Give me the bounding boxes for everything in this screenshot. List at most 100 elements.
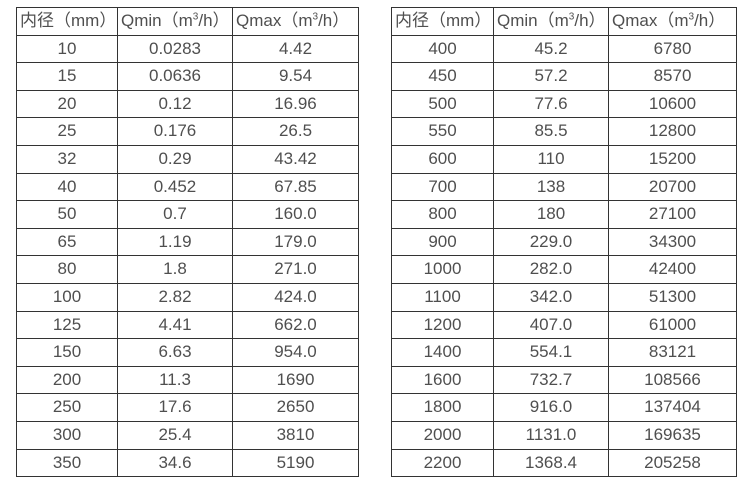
table-cell: 1690: [232, 365, 359, 395]
column-header-label: 内径（mm）: [20, 11, 117, 30]
flow-spec-tables: 内径（mm） Qmin（m3/h） Qmax（m3/h） 10 0.0283 4.42 1…: [16, 7, 737, 478]
table-row: 400 45.2 6780: [391, 34, 737, 64]
table-cell: 6780: [608, 34, 737, 64]
table-row: 2200 1368.4 205258: [391, 448, 737, 478]
table-cell: 0.452: [117, 172, 233, 202]
table-cell: 150: [16, 338, 118, 367]
table-cell: 11.3: [117, 365, 233, 395]
column-header-label: Qmin（m: [497, 11, 569, 30]
table-cell: 65: [16, 227, 118, 257]
column-header-label: /h）: [318, 11, 350, 30]
table-row: 100 2.82 424.0: [16, 282, 359, 312]
table-cell: 400: [391, 34, 494, 64]
table-cell: 10: [16, 34, 118, 64]
table-cell: 700: [391, 172, 494, 202]
table-cell: 32: [16, 144, 118, 174]
table-cell: 2200: [391, 448, 494, 478]
superscript: 3: [312, 11, 319, 23]
table-cell: 1000: [391, 255, 494, 284]
table-row: 1800 916.0 137404: [391, 393, 737, 422]
table-cell: 25.4: [117, 420, 233, 450]
table-cell: 45.2: [493, 34, 609, 64]
table-cell: 110: [493, 144, 609, 174]
header-row: 内径（mm） Qmin（m3/h） Qmax（m3/h）: [391, 7, 737, 36]
table-cell: 900: [391, 227, 494, 257]
table-cell: 550: [391, 117, 494, 146]
table-cell: 1.19: [117, 227, 233, 257]
table-row: 2000 1131.0 169635: [391, 420, 737, 450]
table-cell: 0.176: [117, 117, 233, 146]
flow-table-large-diameters: 内径（mm） Qmin（m3/h） Qmax（m3/h） 400 45.2 6780 45…: [391, 7, 737, 478]
table-cell: 916.0: [493, 393, 609, 422]
table-cell: 1368.4: [493, 448, 609, 478]
table-row: 125 4.41 662.0: [16, 310, 359, 340]
table-cell: 1100: [391, 282, 494, 312]
table-cell: 100: [16, 282, 118, 312]
table-cell: 450: [391, 62, 494, 91]
table-cell: 15200: [608, 144, 737, 174]
table-cell: 954.0: [232, 338, 359, 367]
table-row: 1400 554.1 83121: [391, 338, 737, 367]
table-cell: 1.8: [117, 255, 233, 284]
table-cell: 229.0: [493, 227, 609, 257]
table-cell: 1800: [391, 393, 494, 422]
table-row: 600 110 15200: [391, 144, 737, 174]
table-row: 20 0.12 16.96: [16, 89, 359, 119]
table-row: 500 77.6 10600: [391, 89, 737, 119]
table-row: 250 17.6 2650: [16, 393, 359, 422]
flow-table-small-diameters: 内径（mm） Qmin（m3/h） Qmax（m3/h） 10 0.0283 4.42 1…: [16, 7, 359, 478]
superscript: 3: [568, 11, 575, 23]
superscript: 3: [688, 11, 695, 23]
column-header-label: Qmin（m: [121, 11, 193, 30]
table-cell: 20700: [608, 172, 737, 202]
table-row: 300 25.4 3810: [16, 420, 359, 450]
table-row: 1000 282.0 42400: [391, 255, 737, 284]
table-cell: 4.41: [117, 310, 233, 340]
table-row: 450 57.2 8570: [391, 62, 737, 91]
table-row: 350 34.6 5190: [16, 448, 359, 478]
table-cell: 1131.0: [493, 420, 609, 450]
table-cell: 51300: [608, 282, 737, 312]
table-row: 1100 342.0 51300: [391, 282, 737, 312]
table-cell: 282.0: [493, 255, 609, 284]
column-header-diameter: 内径（mm）: [391, 7, 494, 36]
table-cell: 20: [16, 89, 118, 119]
table-cell: 3810: [232, 420, 359, 450]
column-header-qmin: Qmin（m3/h）: [117, 7, 233, 36]
table-cell: 27100: [608, 200, 737, 229]
table-cell: 0.12: [117, 89, 233, 119]
table-cell: 350: [16, 448, 118, 478]
table-cell: 138: [493, 172, 609, 202]
table-cell: 108566: [608, 365, 737, 395]
table-cell: 600: [391, 144, 494, 174]
table-cell: 6.63: [117, 338, 233, 367]
table-cell: 169635: [608, 420, 737, 450]
table-cell: 8570: [608, 62, 737, 91]
table-cell: 160.0: [232, 200, 359, 229]
table-row: 80 1.8 271.0: [16, 255, 359, 284]
table-cell: 137404: [608, 393, 737, 422]
table-cell: 342.0: [493, 282, 609, 312]
table-cell: 300: [16, 420, 118, 450]
column-header-label: /h）: [694, 11, 726, 30]
table-cell: 9.54: [232, 62, 359, 91]
table-cell: 57.2: [493, 62, 609, 91]
table-cell: 43.42: [232, 144, 359, 174]
table-cell: 179.0: [232, 227, 359, 257]
table-row: 50 0.7 160.0: [16, 200, 359, 229]
table-cell: 205258: [608, 448, 737, 478]
column-header-qmin: Qmin（m3/h）: [493, 7, 609, 36]
table-row: 65 1.19 179.0: [16, 227, 359, 257]
table-cell: 15: [16, 62, 118, 91]
table-row: 32 0.29 43.42: [16, 144, 359, 174]
table-row: 1200 407.0 61000: [391, 310, 737, 340]
column-header-label: 内径（mm）: [395, 11, 492, 30]
table-cell: 662.0: [232, 310, 359, 340]
table-cell: 2650: [232, 393, 359, 422]
table-row: 900 229.0 34300: [391, 227, 737, 257]
table-row: 150 6.63 954.0: [16, 338, 359, 367]
table-cell: 0.0636: [117, 62, 233, 91]
table-cell: 1200: [391, 310, 494, 340]
table-cell: 10600: [608, 89, 737, 119]
table-row: 40 0.452 67.85: [16, 172, 359, 202]
